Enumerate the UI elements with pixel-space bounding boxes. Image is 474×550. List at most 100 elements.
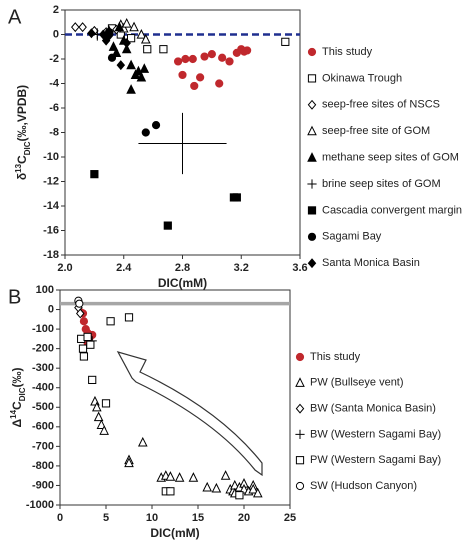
y-tick-label: -500: [32, 401, 54, 413]
x-tick-label: 15: [192, 512, 204, 524]
legend-marker: [307, 232, 317, 241]
legend-label: seep-free site of GOM: [322, 125, 430, 137]
point: [181, 54, 190, 64]
x-tick-label: 25: [284, 512, 296, 524]
y-tick-label: -1000: [26, 499, 54, 511]
point: [124, 457, 134, 468]
point: [87, 28, 96, 39]
y-tick-label: -100: [32, 323, 54, 335]
legend-label: This study: [310, 351, 361, 363]
point: [137, 436, 148, 447]
point: [177, 138, 188, 149]
point: [126, 59, 136, 70]
legend-label: Okinawa Trough: [322, 72, 402, 84]
point: [178, 70, 187, 80]
point: [232, 193, 241, 202]
legend-label: This study: [322, 46, 373, 58]
legend-label: PW (Western Sagami Bay): [310, 454, 441, 466]
y-tick-label: -12: [43, 175, 59, 187]
y-axis-label-part: (‰): [10, 368, 24, 388]
y-tick-label: -16: [43, 224, 59, 236]
y-axis-label-part: Δ: [10, 418, 24, 427]
point: [78, 22, 87, 33]
point: [136, 71, 147, 82]
point: [126, 84, 136, 94]
point: [122, 38, 131, 49]
legend-label: Santa Monica Basin: [322, 257, 420, 269]
point: [188, 472, 199, 482]
point: [143, 45, 152, 54]
x-tick-label: 10: [146, 512, 158, 524]
point: [202, 481, 213, 492]
point: [79, 352, 89, 361]
point: [99, 425, 109, 435]
point: [101, 399, 111, 408]
point: [98, 29, 108, 40]
y-axis-label-part: DIC: [23, 141, 32, 155]
legend-label: brine seep sites of GOM: [322, 178, 441, 190]
panel-label: B: [8, 286, 21, 308]
point: [188, 54, 197, 64]
x-axis-label: DIC(mM): [158, 276, 207, 290]
point: [190, 81, 199, 91]
y-tick-label: -8: [49, 126, 59, 138]
legend-marker: [295, 456, 305, 465]
x-axis-label: DIC(mM): [150, 526, 199, 540]
legend-marker: [307, 47, 317, 57]
panel-label: A: [8, 6, 22, 28]
point: [126, 34, 136, 43]
legend-marker: [307, 152, 317, 162]
point: [75, 299, 84, 308]
point: [129, 21, 139, 32]
y-axis-label-part: δ: [15, 173, 29, 180]
point: [141, 128, 150, 137]
point: [174, 472, 185, 482]
point: [114, 21, 125, 32]
point: [248, 483, 259, 494]
x-tick-label: 20: [238, 512, 250, 524]
point: [121, 17, 132, 28]
point: [124, 313, 134, 322]
point: [78, 344, 88, 353]
point: [200, 52, 209, 61]
legend-label: methane seep sites of GOM: [322, 152, 459, 164]
legend-label: PW (Bullseye vent): [310, 377, 404, 389]
legend-marker: [295, 481, 305, 491]
point: [106, 317, 115, 326]
x-tick-label: 5: [103, 512, 109, 524]
y-tick-label: -2: [49, 53, 59, 65]
legend-label: seep-free sites of NSCS: [322, 99, 440, 111]
legend-marker: [295, 429, 305, 439]
point: [215, 79, 224, 88]
point: [136, 28, 147, 39]
plot-frame: [59, 289, 291, 506]
legend-marker: [295, 377, 305, 387]
legend-marker: [307, 258, 317, 269]
y-tick-label: 0: [48, 303, 54, 315]
point: [104, 30, 114, 41]
y-axis-label-part: 14: [9, 409, 18, 418]
legend-marker: [295, 403, 305, 414]
legend-marker: [307, 179, 317, 189]
y-tick-label: -18: [43, 249, 59, 261]
y-axis-label-part: C: [15, 155, 29, 164]
y-tick-label: -6: [49, 102, 59, 114]
point: [140, 33, 151, 44]
legend-marker: [295, 352, 305, 362]
x-tick-label: 2.8: [175, 262, 190, 274]
y-tick-label: -10: [43, 151, 59, 163]
point: [220, 470, 231, 480]
y-tick-label: -400: [32, 382, 54, 394]
point: [211, 482, 222, 493]
point: [281, 37, 290, 46]
y-axis-label: Δ14CDIC(‰): [9, 368, 27, 428]
x-tick-label: 3.6: [292, 262, 307, 274]
x-tick-label: 2.0: [57, 262, 72, 274]
y-axis-label-part: (‰,VPDB): [15, 85, 29, 142]
point: [71, 22, 80, 33]
y-axis-label-part: C: [10, 401, 24, 410]
point: [86, 340, 95, 349]
point: [90, 170, 99, 179]
point: [107, 53, 117, 62]
